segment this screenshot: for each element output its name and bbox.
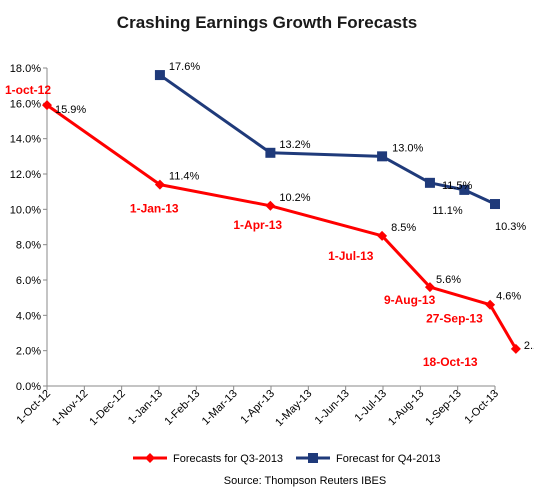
y-tick-label: 16.0% — [10, 98, 41, 110]
data-label: 4.6% — [496, 291, 521, 303]
y-tick-label: 18.0% — [10, 63, 41, 75]
series-marker-square — [424, 177, 435, 188]
x-tick-label: 1-Dec-12 — [87, 388, 127, 428]
series-marker-square — [265, 147, 276, 158]
series-marker-square — [377, 151, 388, 162]
legend-label: Forecasts for Q3-2013 — [173, 453, 283, 465]
series-marker-square — [154, 70, 165, 81]
series-marker-square — [308, 453, 318, 463]
y-tick-label: 4.0% — [16, 310, 41, 322]
x-tick-labels: 1-Oct-121-Nov-121-Dec-121-Jan-131-Feb-13… — [14, 388, 501, 429]
data-label: 15.9% — [55, 104, 86, 116]
y-tick-label: 2.0% — [16, 346, 41, 358]
date-annotation: 1-Jan-13 — [130, 202, 179, 216]
data-label: 5.6% — [436, 274, 461, 286]
data-label: 10.2% — [279, 192, 310, 204]
series-marker-diamond — [485, 299, 496, 310]
data-label: 8.5% — [391, 222, 416, 234]
x-tick-label: 1-Nov-12 — [50, 388, 90, 428]
data-label: 11.4% — [169, 171, 200, 183]
x-tick-label: 1-Aug-13 — [386, 388, 426, 428]
data-label: 17.6% — [169, 61, 200, 73]
date-annotation: 27-Sep-13 — [426, 312, 483, 326]
series-marker-diamond — [265, 200, 276, 211]
series-marker-diamond — [424, 282, 435, 293]
data-label: 13.0% — [392, 142, 423, 154]
y-tick-label: 0.0% — [16, 381, 41, 393]
y-tick-label: 6.0% — [16, 275, 41, 287]
y-tick-label: 8.0% — [16, 240, 41, 252]
y-tick-label: 14.0% — [10, 134, 41, 146]
x-tick-label: 1-May-13 — [273, 388, 314, 429]
x-tick-label: 1-Jan-13 — [126, 388, 165, 427]
date-annotation: 18-Oct-13 — [423, 355, 478, 369]
x-tick-label: 1-Mar-13 — [200, 388, 240, 428]
x-tick-label: 1-Jun-13 — [313, 388, 352, 427]
source-note: Source: Thompson Reuters IBES — [224, 475, 386, 487]
series-lines — [42, 70, 521, 354]
data-labels: 15.9% 1-oct-12 11.4% 1-Jan-13 10.2% 1-Apr-13 8… — [5, 61, 534, 369]
x-tick-label: 1-Feb-13 — [162, 388, 202, 428]
x-tick-label: 1-Apr-13 — [238, 388, 277, 427]
data-label: 11.5% — [442, 180, 473, 192]
series-marker-diamond — [510, 343, 521, 354]
series-1 — [42, 100, 521, 354]
series-marker-square — [459, 184, 470, 195]
data-label: 10.3% — [495, 221, 526, 233]
axes — [43, 67, 496, 390]
series-2 — [154, 70, 500, 210]
y-tick-label: 10.0% — [10, 204, 41, 216]
series-marker-diamond — [154, 179, 165, 190]
chart-title: Crashing Earnings Growth Forecasts — [117, 13, 417, 32]
y-tick-label: 12.0% — [10, 169, 41, 181]
x-tick-label: 1-Oct-12 — [14, 388, 53, 427]
data-label: 2.1% — [524, 340, 534, 352]
x-tick-label: 1-Sep-13 — [423, 388, 463, 428]
date-annotation: 1-oct-12 — [5, 83, 51, 97]
series-marker-diamond — [145, 453, 155, 463]
series-line — [159, 73, 496, 206]
x-tick-label: 1-Jul-13 — [353, 388, 390, 425]
legend-label: Forecast for Q4-2013 — [336, 453, 441, 465]
series-marker-diamond — [377, 230, 388, 241]
data-label: 11.1% — [432, 205, 463, 217]
y-tick-labels: 0.0% 2.0% 4.0% 6.0% 8.0% 10.0% 12.0% 14.0% 16.0%… — [10, 63, 41, 393]
date-annotation: 1-Apr-13 — [233, 218, 282, 232]
date-annotation: 1-Jul-13 — [328, 249, 374, 263]
date-annotation: 9-Aug-13 — [384, 293, 436, 307]
x-tick-label: 1-Oct-13 — [462, 388, 501, 427]
data-label: 13.2% — [279, 139, 310, 151]
series-marker-diamond — [42, 100, 52, 111]
series-marker-square — [490, 199, 500, 210]
legend: Forecasts for Q3-2013 Forecast for Q4-201… — [133, 453, 441, 465]
